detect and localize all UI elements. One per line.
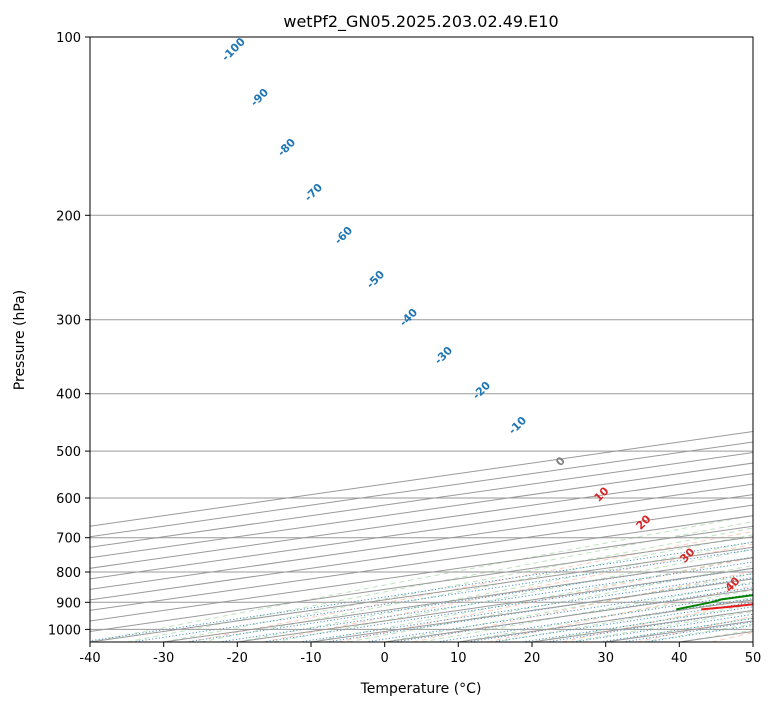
moist-adiabat [347,564,753,642]
x-tick-label: 30 [597,651,614,666]
moist-adiabat [126,521,753,642]
moist-adiabat [200,534,753,642]
y-axis-ticks: 100 200 300 400 500 600 700 800 900 1000 [48,31,90,638]
moist-adiabat [495,597,753,642]
y-tick-label: 300 [56,314,81,329]
y-tick-label: 500 [56,445,81,460]
isotherm [90,473,753,569]
mixing-ratio-line [218,561,753,642]
isotherm [90,515,753,611]
x-tick-label: -40 [79,651,100,666]
x-tick-label: 0 [381,651,389,666]
y-tick-label: 600 [56,492,81,507]
y-tick-label: 400 [56,388,81,403]
y-tick-label: 100 [56,31,81,46]
isotherm [90,452,753,548]
isotherm [90,494,753,590]
grid-lines [90,37,753,642]
y-tick-label: 800 [56,566,81,581]
mixing-ratio-line [365,582,753,642]
y-tick-label: 1000 [48,623,81,638]
isotherm [90,536,753,632]
mixing-ratio-line [90,541,753,642]
isotherm [90,525,753,622]
x-tick-label: -10 [300,651,321,666]
x-tick-label: 10 [450,651,467,666]
isotherm [90,462,753,559]
x-tick-label: 20 [524,651,541,666]
y-axis-label: Pressure (hPa) [12,290,28,390]
x-tick-label: -20 [227,651,248,666]
x-axis-ticks: -40 -30 -20 -10 0 10 20 30 40 50 [79,642,761,666]
dry-adiabat [487,585,753,642]
moist-adiabat [237,541,753,642]
mixing-ratio-line [436,593,753,642]
y-tick-label: 900 [56,596,81,611]
plot-frame [89,36,754,643]
x-tick-label: 40 [671,651,688,666]
x-tick-label: 50 [745,651,762,666]
chart-title: wetPf2_GN05.2025.203.02.49.E10 [283,12,558,32]
moist-adiabat [163,527,753,642]
isotherm [90,483,753,580]
y-tick-label: 700 [56,532,81,547]
x-tick-label: -30 [153,651,174,666]
isotherm [90,504,753,601]
y-tick-label: 200 [56,209,81,224]
plot-area [90,37,753,642]
moist-adiabat [421,581,753,642]
x-axis-label: Temperature (°C) [360,681,482,697]
